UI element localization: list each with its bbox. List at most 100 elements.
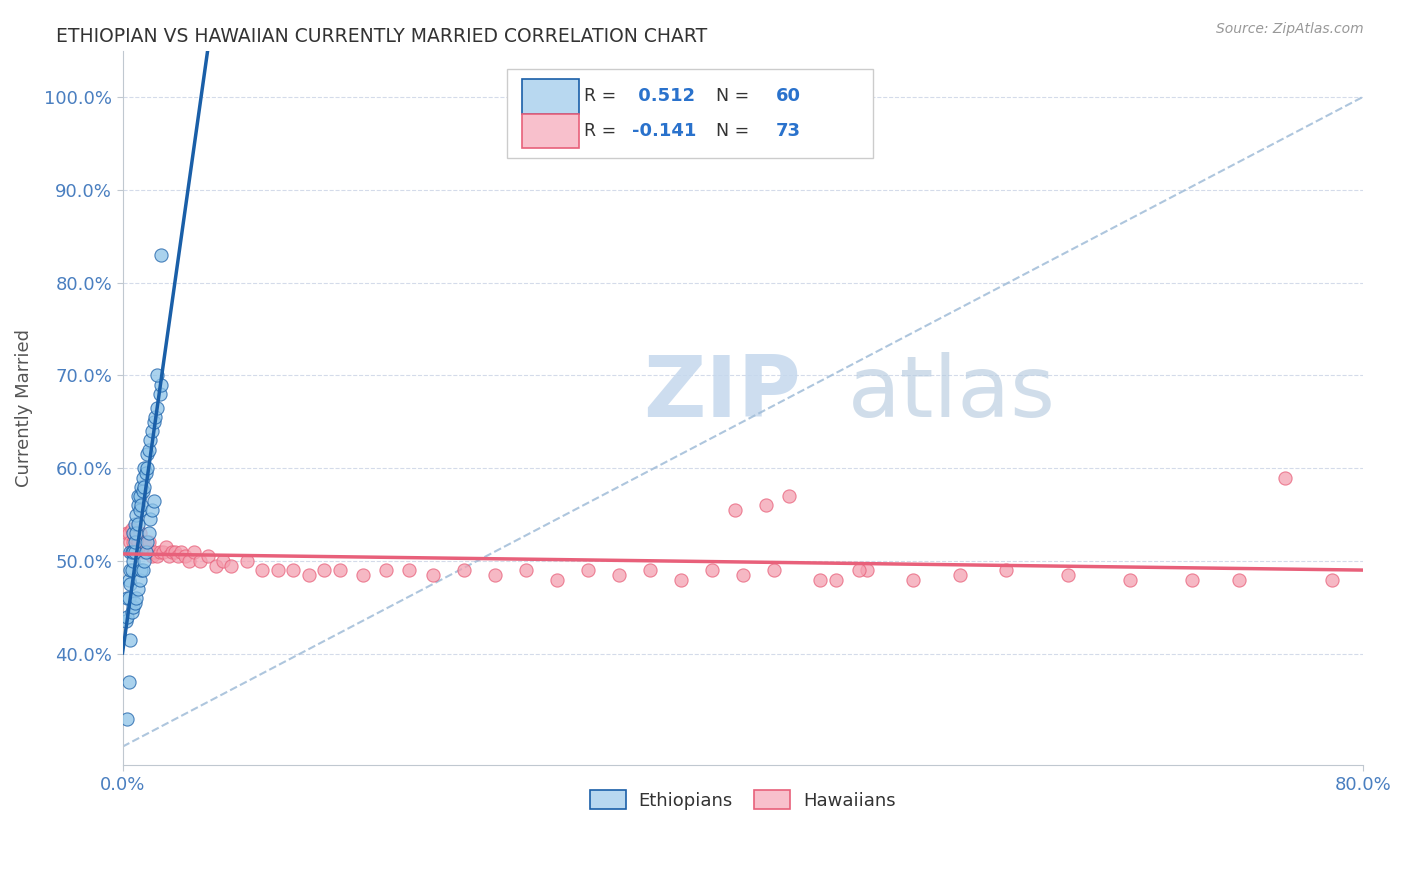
Point [124,535,146,549]
Point [136,535,159,549]
Point [808,573,831,587]
Point [212,554,235,568]
Point [778,489,800,503]
Point [122,526,145,541]
Point [118,526,141,541]
Text: R =: R = [583,122,621,140]
Point [122,600,145,615]
Point [129,563,152,577]
Text: N =: N = [706,122,755,140]
Point [157,549,180,564]
Point [150,377,173,392]
Point [170,545,193,559]
Text: ZIP: ZIP [644,352,801,435]
Point [124,545,146,559]
Point [152,545,174,559]
Point [235,554,257,568]
Point [120,577,142,591]
Text: 60: 60 [776,87,801,105]
Text: 0.512: 0.512 [633,87,696,105]
Point [165,545,187,559]
Point [115,526,138,541]
Point [515,563,537,577]
Point [669,573,692,587]
Point [118,573,141,587]
Point [121,563,143,577]
Point [250,563,273,577]
Point [724,503,747,517]
Point [122,545,145,559]
Point [122,535,145,549]
Point [141,424,163,438]
Point [422,568,444,582]
Point [204,558,226,573]
Point [155,540,177,554]
Point [134,461,156,475]
Point [219,558,242,573]
Text: Source: ZipAtlas.com: Source: ZipAtlas.com [1216,22,1364,37]
Point [135,545,157,559]
Point [138,526,160,541]
Point [118,591,141,606]
Point [312,563,335,577]
FancyBboxPatch shape [522,113,579,148]
Point [125,526,148,541]
Point [576,563,599,577]
Y-axis label: Currently Married: Currently Married [15,329,32,487]
Point [128,526,150,541]
Point [266,563,288,577]
Point [131,563,153,577]
Point [855,563,877,577]
Point [1320,573,1343,587]
Point [135,466,157,480]
Point [121,605,143,619]
Point [188,554,211,568]
Point [129,480,152,494]
Point [129,499,152,513]
Point [150,248,173,262]
Point [700,563,723,577]
Point [138,535,160,549]
Point [375,563,398,577]
Point [115,609,138,624]
Point [1057,568,1080,582]
Point [128,503,150,517]
Point [167,549,190,564]
FancyBboxPatch shape [508,69,873,158]
Point [124,531,146,545]
Point [120,545,142,559]
Point [1181,573,1204,587]
Point [143,410,166,425]
Point [139,434,162,448]
Point [197,549,219,564]
Point [127,489,149,503]
Legend: Ethiopians, Hawaiians: Ethiopians, Hawaiians [582,783,903,817]
Text: -0.141: -0.141 [633,122,696,140]
Point [118,674,141,689]
Point [453,563,475,577]
Point [120,563,142,577]
Point [160,545,183,559]
Point [901,573,924,587]
Point [124,516,146,531]
Point [122,554,145,568]
Point [127,582,149,596]
Point [120,535,142,549]
Point [995,563,1018,577]
Point [328,563,350,577]
Text: R =: R = [583,87,621,105]
Point [129,540,152,554]
Point [145,368,167,383]
Point [125,545,148,559]
Point [145,549,167,564]
Point [127,499,149,513]
Point [136,461,159,475]
Point [546,573,568,587]
Text: ETHIOPIAN VS HAWAIIAN CURRENTLY MARRIED CORRELATION CHART: ETHIOPIAN VS HAWAIIAN CURRENTLY MARRIED … [56,27,707,45]
Point [127,535,149,549]
Point [824,573,846,587]
Point [848,563,870,577]
Point [762,563,785,577]
Point [1227,573,1250,587]
Point [179,554,201,568]
